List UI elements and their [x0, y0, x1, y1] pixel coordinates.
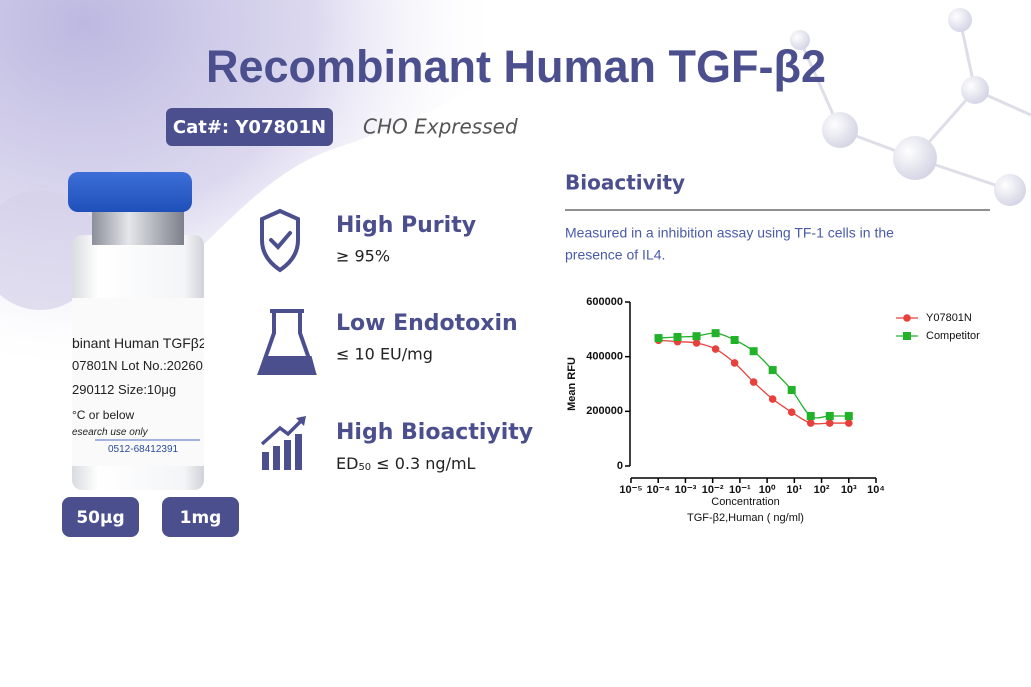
section-heading: Bioactivity: [565, 171, 685, 195]
size-button-label[interactable]: 50μg: [76, 508, 124, 528]
detail-prefix: ED: [336, 454, 358, 473]
x-tick-label: 10⁻⁴: [646, 484, 669, 496]
legend-label: Y07801N: [926, 312, 972, 324]
marker: [749, 347, 758, 356]
cat-number: Cat#: Y07801N: [173, 117, 326, 138]
marker: [711, 345, 720, 353]
x-tick-label: 10⁴: [867, 484, 885, 496]
vial-label-text: 290112 Size:10μg: [72, 382, 176, 397]
x-tick-label: 10⁻²: [702, 484, 724, 496]
marker: [844, 419, 853, 427]
size-button-label[interactable]: 1mg: [180, 508, 222, 528]
y-tick-label: 0: [617, 460, 623, 472]
feature-title: High Bioactiyity: [336, 420, 533, 445]
marker: [711, 329, 720, 338]
feature-detail: ≤ 10 EU/mg: [336, 345, 433, 364]
feature-title: Low Endotoxin: [336, 311, 518, 336]
x-axis-label: Concentration: [711, 496, 780, 508]
marker: [692, 339, 701, 347]
vial-label-text: °C or below: [72, 408, 134, 422]
vial-label-text: 0512-68412391: [108, 444, 179, 455]
molecule-decoration: [790, 8, 1031, 206]
marker: [654, 334, 663, 343]
feature-title: High Purity: [336, 213, 476, 238]
vial-label-text: esearch use only: [72, 427, 149, 438]
y-tick-label: 600000: [586, 296, 623, 308]
legend-marker: [903, 332, 911, 340]
size-button[interactable]: 1mg: [162, 497, 239, 537]
x-tick-label: 10⁻³: [675, 484, 697, 496]
marker: [806, 419, 815, 427]
y-axis-label: Mean RFU: [566, 357, 578, 411]
marker: [730, 359, 739, 367]
y-tick-label: 400000: [586, 351, 623, 363]
detail-text: ≤ 0.3 ng/mL: [371, 454, 475, 473]
cat-badge: [166, 108, 333, 146]
size-button[interactable]: 50μg: [62, 497, 139, 537]
detail-subscript: 50: [358, 462, 371, 473]
x-tick-label: 10¹: [786, 484, 802, 496]
description-line: Measured in a inhibition assay using TF-…: [565, 225, 894, 241]
feature-detail: ED50 ≤ 0.3 ng/mL: [336, 454, 476, 474]
vial-image: binant Human TGFβ2 07801N Lot No.:2026011…: [68, 172, 216, 490]
purity-icon: [260, 208, 300, 273]
marker: [768, 366, 777, 375]
page-title: Recombinant Human TGF-β2: [206, 41, 826, 92]
x-tick-label: 10⁻¹: [729, 484, 751, 496]
marker: [787, 408, 796, 416]
x-tick-label: 10⁰: [759, 484, 776, 496]
legend-marker: [903, 314, 911, 322]
marker: [787, 386, 796, 395]
vial-label-text: binant Human TGFβ2: [72, 335, 207, 351]
marker: [673, 332, 682, 341]
x-tick-label: 10³: [841, 484, 857, 496]
endotoxin-icon: [257, 309, 317, 375]
bioactivity-chart: 0 200000 400000 600000 10⁻⁵ 10⁻⁴ 10⁻³ 10⁻² 10⁻¹ 1…: [566, 296, 980, 524]
size-button-bg[interactable]: [162, 497, 239, 537]
marker: [730, 335, 739, 344]
marker: [806, 411, 815, 420]
description-line: presence of IL4.: [565, 247, 665, 263]
marker: [844, 411, 853, 420]
marker: [768, 395, 777, 403]
marker: [692, 332, 701, 341]
x-tick-label: 10²: [814, 484, 830, 496]
legend-label: Competitor: [926, 330, 980, 342]
bioactivity-icon: [260, 416, 306, 470]
background-blob: [0, 0, 560, 470]
y-tick-label: 200000: [586, 405, 623, 417]
marker: [749, 378, 758, 386]
x-tick-label: 10⁻⁵: [619, 484, 642, 496]
expression: CHO Expressed: [363, 115, 518, 139]
x-axis-label: TGF-β2,Human ( ng/ml): [687, 512, 804, 524]
marker: [825, 411, 834, 420]
feature-detail: ≥ 95%: [336, 247, 390, 266]
size-button-bg[interactable]: [62, 497, 139, 537]
vial-label-text: 07801N Lot No.:2026011: [72, 358, 216, 373]
marker: [825, 419, 834, 427]
